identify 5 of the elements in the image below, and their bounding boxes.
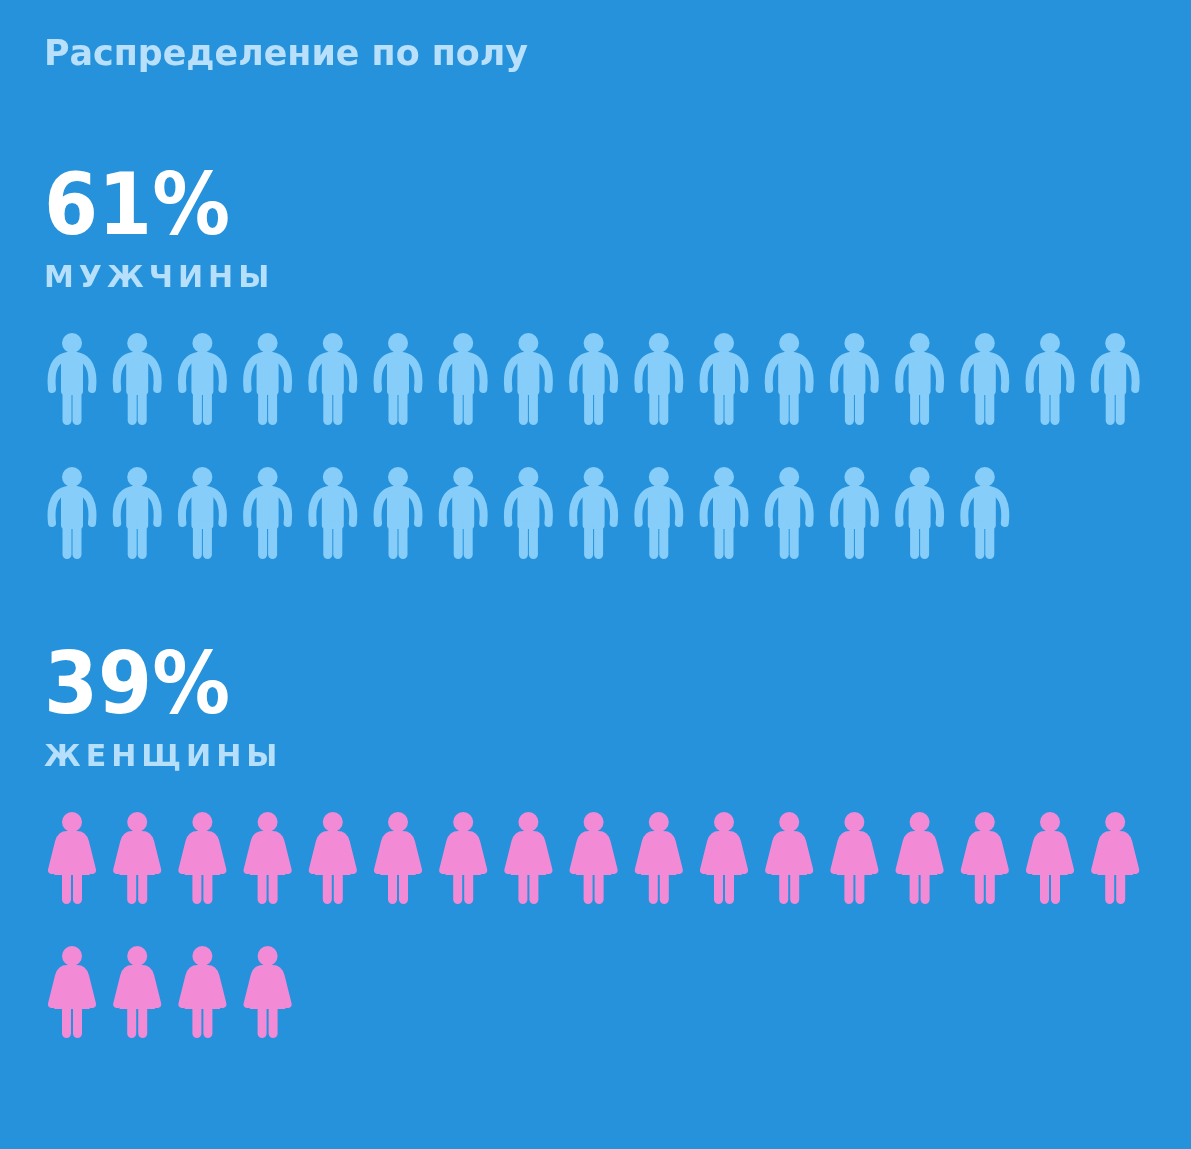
text: Распределение по полу: [44, 33, 531, 73]
category-label: МУЖЧИНЫ: [44, 259, 275, 294]
data-label: 39%: [44, 633, 250, 733]
data-label: 61%: [44, 154, 250, 254]
category-label: ЖЕНЩИНЫ: [44, 738, 283, 773]
